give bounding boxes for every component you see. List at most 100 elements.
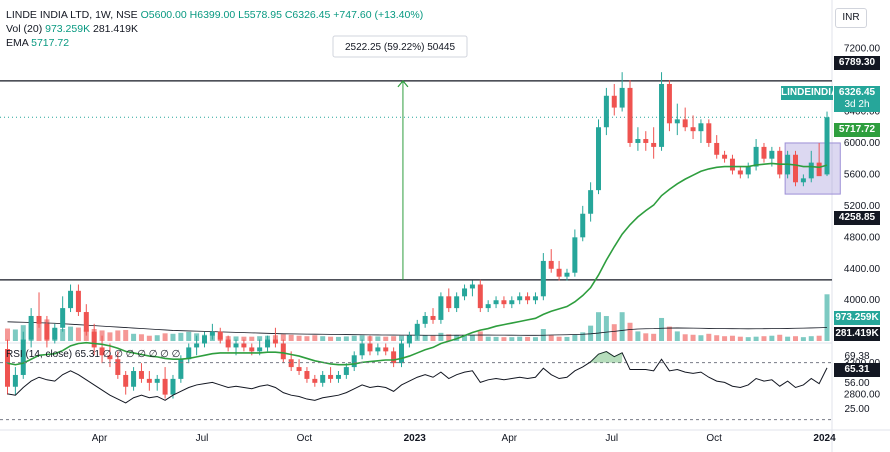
time-tick-6: Oct <box>706 433 722 444</box>
volume-bar-29 <box>233 336 239 341</box>
symbol-legend: LINDE INDIA LTD, 1W, NSE O5600.00 H6399.… <box>6 9 423 21</box>
candle-body-84 <box>666 83 672 124</box>
price-tick-7: 5600.00 <box>844 169 881 180</box>
candle-body-71 <box>564 272 570 277</box>
volume-bar-37 <box>296 335 302 341</box>
candle-body-50 <box>399 343 404 364</box>
volume-bar-65 <box>517 336 523 341</box>
candle-body-20 <box>162 378 168 395</box>
candle-body-100 <box>793 154 798 183</box>
volume-bar-47 <box>375 336 381 341</box>
candle-body-21 <box>170 378 176 395</box>
volume-bar-101 <box>800 337 806 341</box>
volume-bar-70 <box>556 336 562 341</box>
measure-arrow-head <box>397 79 409 88</box>
price-tick-8: 6000.00 <box>844 138 881 149</box>
candle-body-32 <box>257 347 263 352</box>
candle-body-25 <box>202 335 207 344</box>
candle-body-46 <box>367 343 373 352</box>
rsi-line <box>7 351 828 404</box>
candle-body-54 <box>430 315 436 320</box>
candle-body-19 <box>154 378 160 383</box>
candle-body-44 <box>351 355 357 368</box>
volume-bar-13 <box>107 332 113 341</box>
candle-body-92 <box>729 158 735 171</box>
candle-body-59 <box>469 284 475 289</box>
candle-body-4 <box>36 315 42 324</box>
volume-bar-30 <box>241 336 247 341</box>
volume-bar-48 <box>383 336 389 341</box>
volume-bar-39 <box>312 335 318 341</box>
candle-body-68 <box>540 260 546 297</box>
volume-bar-100 <box>793 336 798 341</box>
candle-body-98 <box>777 150 783 175</box>
candle-body-1 <box>12 374 18 387</box>
price-tick-5: 4800.00 <box>844 232 881 243</box>
candle-body-60 <box>477 284 483 309</box>
ema-label: EMA <box>6 37 29 49</box>
candle-body-6 <box>52 327 58 340</box>
volume-bar-79 <box>627 322 633 341</box>
candle-body-40 <box>320 374 326 383</box>
volume-bar-36 <box>288 334 294 341</box>
volume-bar-71 <box>564 336 570 341</box>
ema-legend: EMA 5717.72 <box>6 37 69 49</box>
volume-bar-0 <box>5 328 10 341</box>
candle-body-12 <box>99 347 105 356</box>
price-tick-9: 6400.00 <box>844 107 881 118</box>
volume-bar-80 <box>635 331 641 341</box>
candle-body-57 <box>454 296 460 309</box>
rsi-value-label: 65.31 <box>834 363 880 377</box>
volume-bar-16 <box>131 333 137 341</box>
rsi-mid-label: 56.00 <box>844 378 870 389</box>
volume-bar-55 <box>438 332 444 341</box>
time-tick-3: 2023 <box>404 433 427 444</box>
symbol-name: LINDE INDIA LTD, 1W, NSE <box>6 9 138 21</box>
candle-body-103 <box>816 162 822 177</box>
candle-body-43 <box>343 367 349 375</box>
volume-bar-69 <box>548 335 554 341</box>
volume-bar-42 <box>335 336 341 341</box>
volume-bar-23 <box>186 331 192 341</box>
candle-body-41 <box>328 374 334 379</box>
ema-line <box>7 162 828 366</box>
candle-body-15 <box>123 374 129 387</box>
volume-bar-15 <box>123 329 129 341</box>
volume-bar-41 <box>328 336 334 341</box>
volume-bar-72 <box>572 334 578 341</box>
candle-body-77 <box>611 95 617 108</box>
volume-bar-14 <box>115 330 121 341</box>
candle-body-91 <box>722 154 728 159</box>
volume-bar-63 <box>501 337 507 341</box>
candle-body-78 <box>619 87 625 108</box>
candle-body-30 <box>241 343 247 348</box>
candle-body-9 <box>75 290 81 313</box>
volume-bar-40 <box>320 336 326 341</box>
currency-button[interactable]: INR <box>835 8 867 28</box>
candle-body-104 <box>824 117 830 175</box>
volume-bar-20 <box>162 333 168 341</box>
price-tick-4: 4400.00 <box>844 264 881 275</box>
volume-bar-56 <box>446 334 452 341</box>
candle-body-95 <box>753 146 759 167</box>
candle-body-80 <box>635 139 641 143</box>
volume-bar-75 <box>596 312 601 341</box>
candle-body-38 <box>304 371 310 379</box>
volume-bar-76 <box>603 316 609 341</box>
volume-bar-50 <box>399 335 404 341</box>
volume-bar-73 <box>580 332 586 341</box>
volume-bar-90 <box>714 335 720 341</box>
volume-bar-81 <box>643 333 649 341</box>
time-tick-7: 2024 <box>813 433 836 444</box>
rsi-low-label: 25.00 <box>844 404 870 415</box>
volume-bar-77 <box>611 324 617 341</box>
candle-body-94 <box>745 166 751 175</box>
rsi-overbought-fill-0 <box>590 351 623 363</box>
volume-price-label: 973.259K <box>834 311 880 325</box>
vol-label: Vol (20) <box>6 23 43 35</box>
volume-bar-66 <box>525 336 531 341</box>
volume-bar-43 <box>343 336 349 341</box>
candle-body-96 <box>761 146 767 159</box>
volume-bar-59 <box>469 334 475 341</box>
